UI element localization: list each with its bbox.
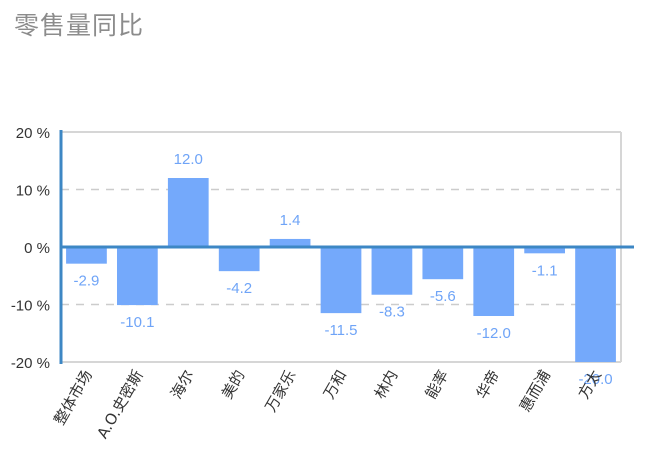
value-label: 1.4: [280, 212, 301, 229]
x-tick-label: 华帝: [473, 367, 504, 402]
x-tick-label: 美的: [218, 367, 249, 402]
y-tick-label: -20 %: [11, 355, 50, 372]
bar[interactable]: [218, 247, 260, 272]
bar[interactable]: [371, 247, 413, 295]
x-tick-label: 万和: [320, 367, 351, 402]
x-tick-label: 林内: [371, 367, 402, 402]
bar[interactable]: [66, 247, 107, 264]
chart-title: 零售量同比: [14, 11, 145, 40]
value-label: -5.6: [430, 288, 456, 305]
value-label: -12.0: [477, 325, 511, 342]
value-label: 12.0: [174, 151, 203, 168]
x-tick-label: 万家乐: [261, 367, 299, 415]
bar[interactable]: [117, 247, 158, 306]
x-tick-label: 惠而浦: [516, 367, 554, 415]
bar[interactable]: [167, 178, 209, 247]
bar[interactable]: [320, 247, 362, 314]
y-tick-label: 10 %: [16, 183, 50, 200]
value-label: -8.3: [379, 304, 405, 321]
bar[interactable]: [422, 247, 464, 280]
x-tick-label: 整体市场: [50, 367, 96, 428]
bar[interactable]: [524, 247, 565, 254]
value-label: -10.1: [120, 314, 154, 331]
value-label: -1.1: [532, 262, 558, 279]
y-tick-label: -10 %: [11, 298, 50, 315]
bar[interactable]: [473, 247, 515, 316]
y-tick-label: 0 %: [24, 240, 50, 257]
x-tick-label: A.O.史密斯: [93, 367, 146, 442]
bars: [66, 178, 616, 362]
y-axis-ticks: 20 % 10 % 0 % -10 % -20 %: [11, 125, 50, 372]
y-tick-label: 20 %: [16, 125, 50, 142]
value-label: -20.0: [578, 371, 612, 388]
axes: [59, 130, 634, 364]
value-labels: -2.9 -10.1 12.0 -4.2 1.4 -11.5 -8.3 -5.6 -12.0 -1…: [74, 151, 613, 388]
x-tick-label: 海尔: [167, 367, 198, 402]
x-tick-label: 能率: [422, 367, 453, 402]
value-label: -11.5: [324, 322, 357, 339]
bar[interactable]: [269, 238, 311, 247]
bar[interactable]: [575, 247, 616, 362]
value-label: -2.9: [74, 273, 100, 290]
value-label: -4.2: [226, 280, 252, 297]
